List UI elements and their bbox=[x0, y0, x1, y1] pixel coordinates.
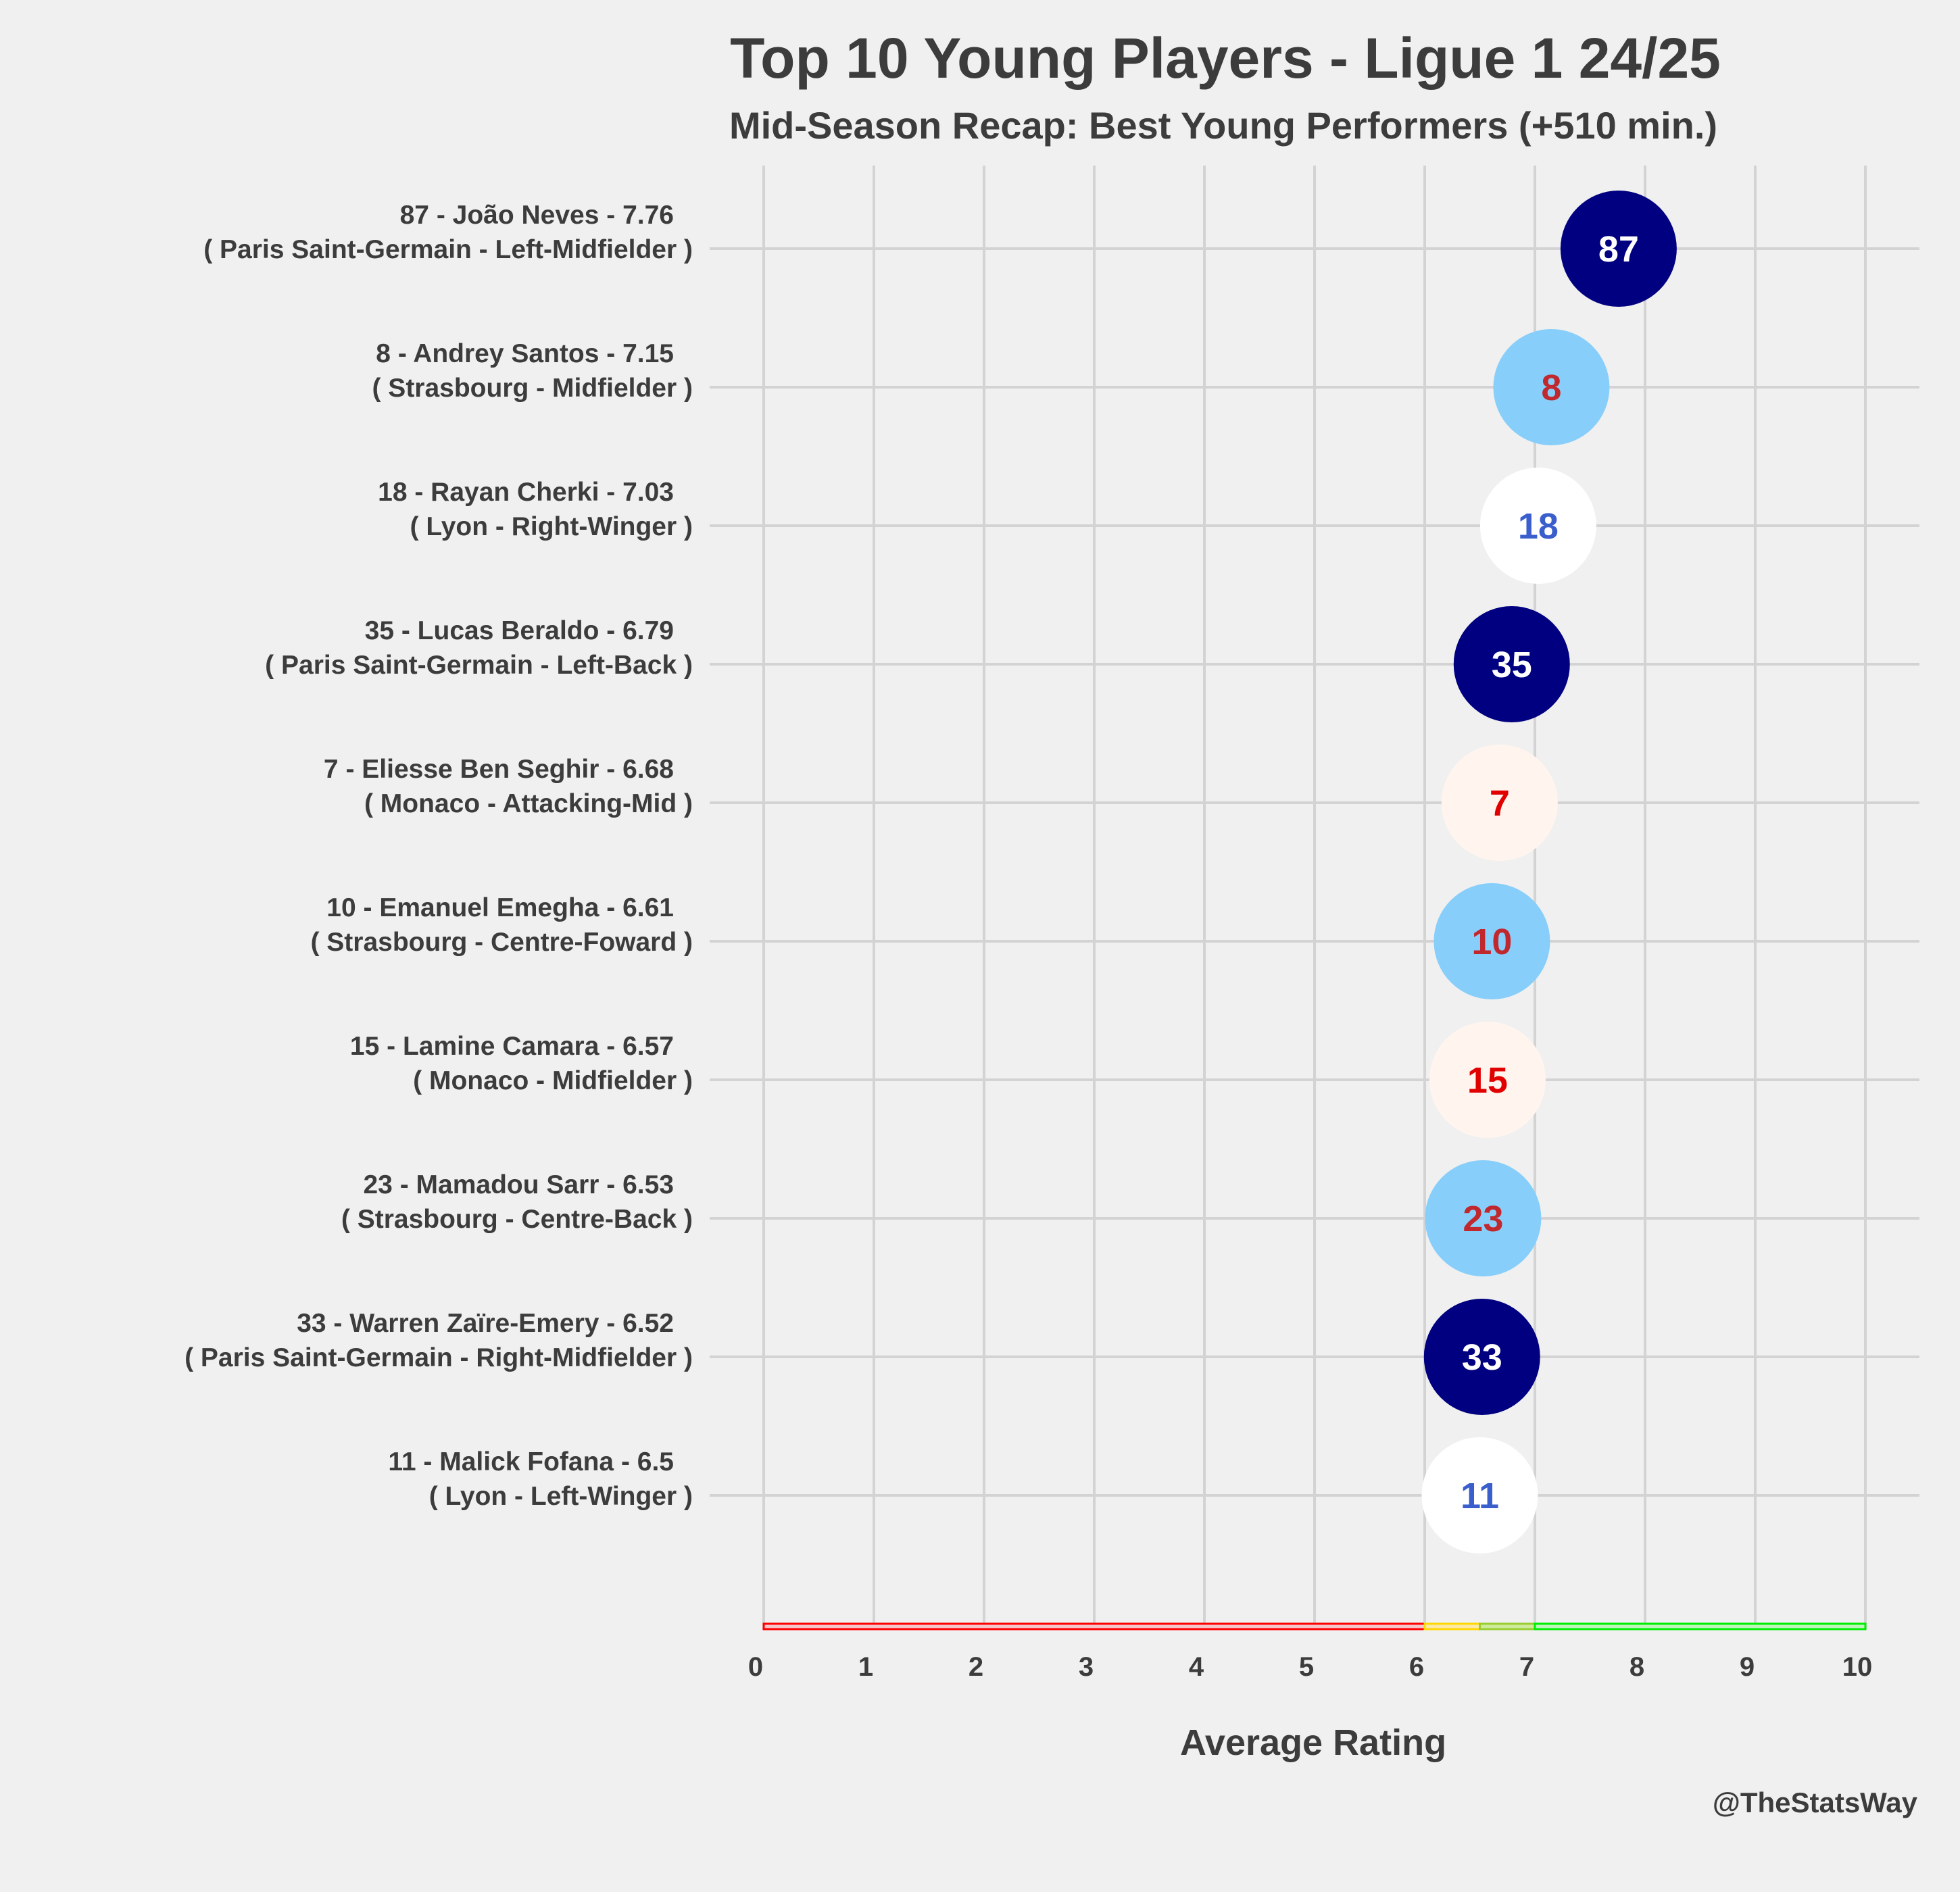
x-tick-label: 4 bbox=[1189, 1652, 1204, 1682]
rating-band bbox=[762, 1622, 1426, 1630]
player-label-name: 15 - Lamine Camara - 6.57 bbox=[350, 1032, 674, 1061]
rating-band bbox=[1423, 1622, 1481, 1630]
player-label-detail: ( Lyon - Left-Winger ) bbox=[429, 1482, 693, 1511]
rating-bands bbox=[762, 1622, 1867, 1630]
player-label-name: 23 - Mamadou Sarr - 6.53 bbox=[363, 1170, 674, 1199]
player-label-detail: ( Strasbourg - Centre-Back ) bbox=[341, 1205, 693, 1234]
x-tick-label: 1 bbox=[858, 1652, 873, 1682]
x-tick-label: 10 bbox=[1842, 1652, 1873, 1682]
player-label-name: 11 - Malick Fofana - 6.5 bbox=[388, 1447, 674, 1476]
x-tick-label: 6 bbox=[1409, 1652, 1424, 1682]
player-label-detail: ( Paris Saint-Germain - Left-Back ) bbox=[265, 651, 693, 680]
player-bubble-number: 33 bbox=[1462, 1337, 1502, 1378]
player-bubble-number: 7 bbox=[1490, 783, 1510, 824]
player-label-detail: ( Monaco - Midfielder ) bbox=[413, 1066, 693, 1095]
x-tick-label: 9 bbox=[1740, 1652, 1755, 1682]
player-label-detail: ( Strasbourg - Midfielder ) bbox=[372, 374, 693, 403]
grid bbox=[710, 166, 1919, 1630]
player-label-name: 7 - Eliesse Ben Seghir - 6.68 bbox=[324, 755, 674, 784]
rating-band bbox=[1479, 1622, 1536, 1630]
player-bubble-number: 11 bbox=[1461, 1476, 1499, 1516]
player-bubble bbox=[1423, 1299, 1540, 1415]
player-label-name: 18 - Rayan Cherki - 7.03 bbox=[378, 478, 674, 507]
player-label-name: 8 - Andrey Santos - 7.15 bbox=[376, 339, 674, 368]
x-axis-label: Average Rating bbox=[1180, 1722, 1446, 1763]
player-bubble-number: 23 bbox=[1463, 1199, 1503, 1239]
player-label-name: 87 - João Neves - 7.76 bbox=[400, 201, 674, 230]
player-bubble bbox=[1425, 1160, 1542, 1276]
player-bubble bbox=[1560, 191, 1677, 307]
player-label-detail: ( Strasbourg - Centre-Foward ) bbox=[310, 928, 693, 957]
player-bubble-number: 15 bbox=[1467, 1060, 1508, 1101]
player-bubble-number: 87 bbox=[1598, 229, 1639, 270]
x-tick-labels: 0 1 2 3 4 5 6 7 8 9 10 bbox=[748, 1652, 1872, 1682]
x-tick-label: 0 bbox=[748, 1652, 763, 1682]
player-bubble bbox=[1434, 883, 1550, 999]
player-label-detail: ( Lyon - Right-Winger ) bbox=[410, 512, 693, 541]
player-bubble bbox=[1479, 468, 1596, 584]
player-label-detail: ( Paris Saint-Germain - Right-Midfielder… bbox=[185, 1343, 693, 1372]
player-labels: 87 - João Neves - 7.76 ( Paris Saint-Germ… bbox=[185, 201, 693, 1511]
bubbles: 87 8 18 35 7 10 15 23 33 11 bbox=[1421, 191, 1677, 1553]
player-bubble bbox=[1429, 1022, 1546, 1138]
chart-subtitle: Mid-Season Recap: Best Young Performers … bbox=[729, 104, 1717, 147]
x-tick-label: 2 bbox=[969, 1652, 983, 1682]
player-label-name: 10 - Emanuel Emegha - 6.61 bbox=[326, 893, 674, 922]
player-bubble bbox=[1453, 606, 1570, 722]
chart-title: Top 10 Young Players - Ligue 1 24/25 bbox=[730, 26, 1721, 90]
player-label-name: 35 - Lucas Beraldo - 6.79 bbox=[365, 616, 674, 645]
player-bubble bbox=[1441, 745, 1558, 861]
player-bubble bbox=[1493, 329, 1610, 445]
player-label-detail: ( Paris Saint-Germain - Left-Midfielder … bbox=[203, 235, 693, 264]
x-tick-label: 8 bbox=[1630, 1652, 1644, 1682]
credit: @TheStatsWay bbox=[1713, 1787, 1918, 1818]
player-bubble-number: 35 bbox=[1492, 645, 1532, 685]
x-tick-label: 5 bbox=[1299, 1652, 1314, 1682]
player-bubble-number: 10 bbox=[1471, 922, 1512, 962]
player-label-detail: ( Monaco - Attacking-Mid ) bbox=[364, 789, 693, 818]
player-label-name: 33 - Warren Zaïre-Emery - 6.52 bbox=[297, 1309, 674, 1338]
player-bubble-number: 8 bbox=[1541, 368, 1561, 408]
x-tick-label: 7 bbox=[1519, 1652, 1534, 1682]
player-bubble bbox=[1421, 1437, 1538, 1553]
rating-band bbox=[1534, 1622, 1867, 1630]
player-bubble-number: 18 bbox=[1518, 506, 1559, 547]
x-tick-label: 3 bbox=[1079, 1652, 1094, 1682]
